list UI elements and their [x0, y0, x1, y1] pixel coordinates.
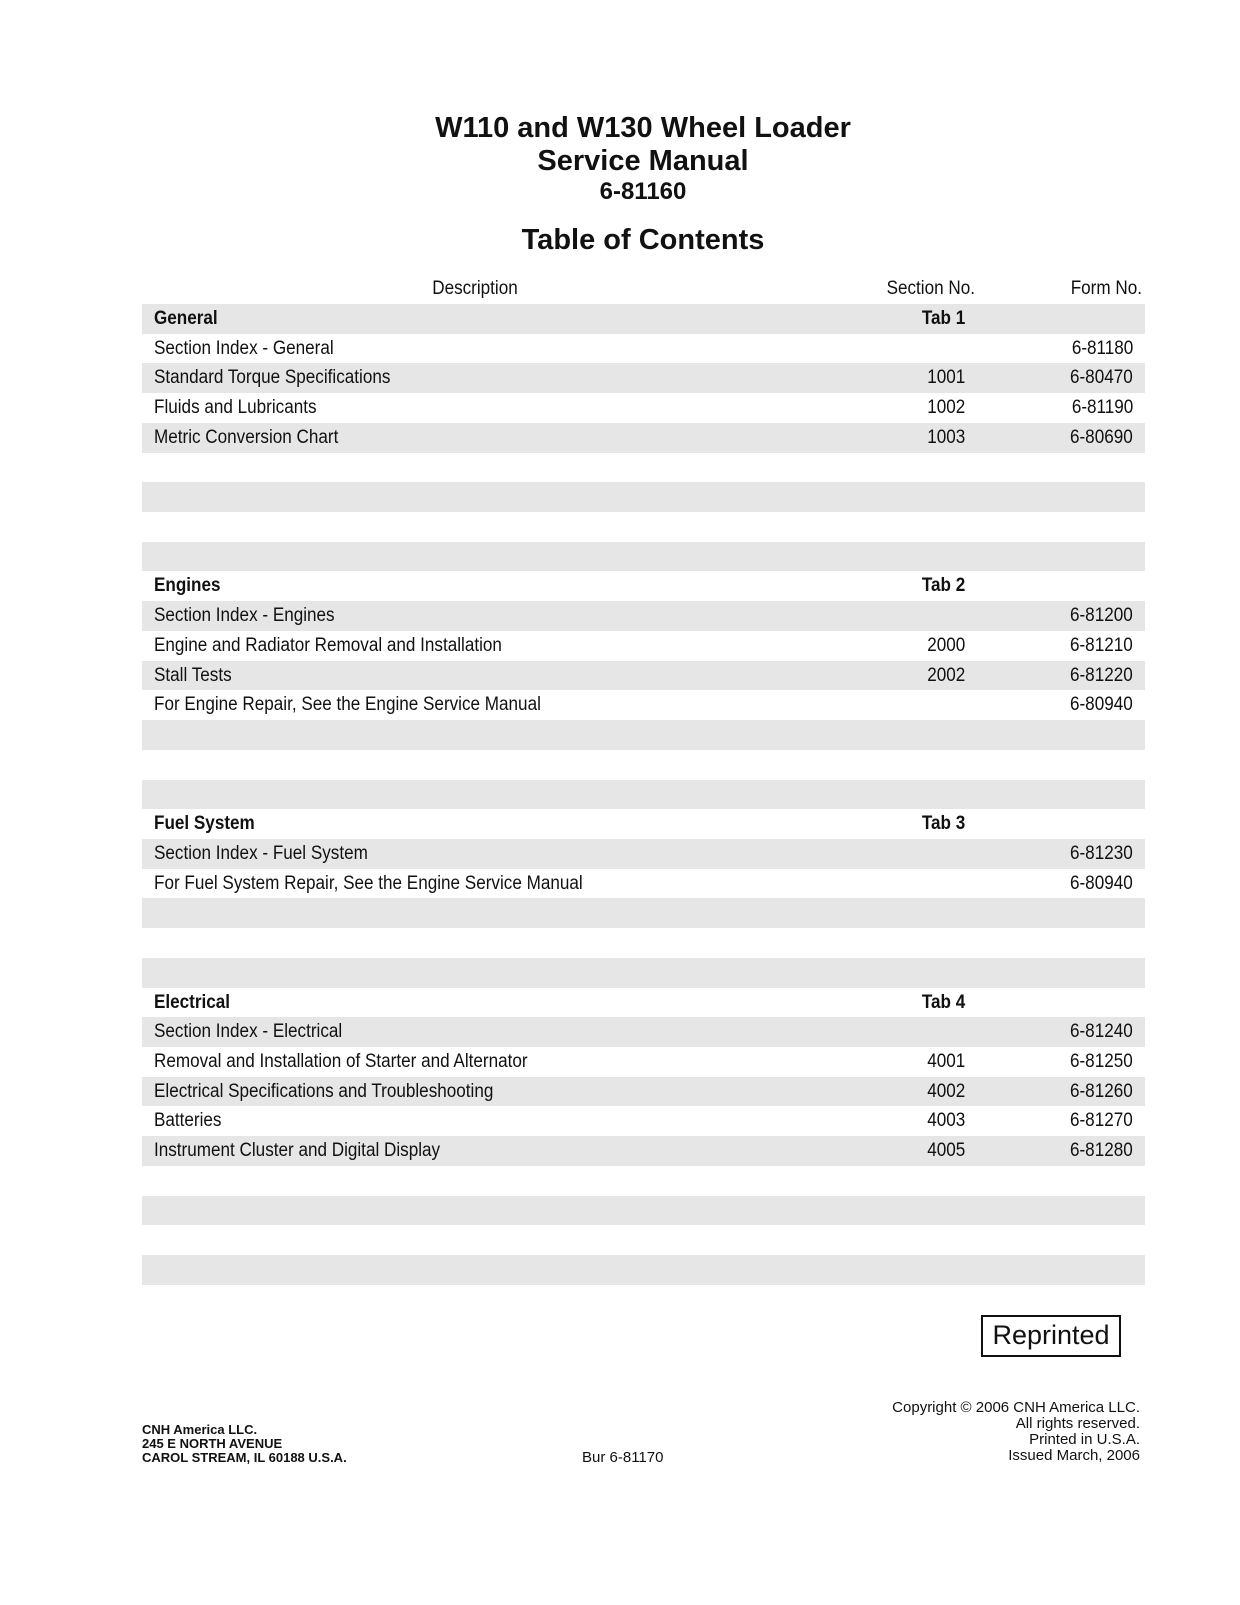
toc-row: [142, 928, 1145, 958]
toc-row: Electrical Specifications and Troublesho…: [142, 1076, 1145, 1107]
toc-description: Fluids and Lubricants: [154, 397, 317, 419]
toc-table: General Tab 1 Section Index - General 6-811…: [142, 304, 1145, 1285]
toc-row: Fluids and Lubricants 1002 6-81190: [142, 393, 1145, 423]
toc-row: [142, 1255, 1145, 1285]
toc-row: Batteries 4003 6-81270: [142, 1106, 1145, 1136]
company-address: CNH America LLC. 245 E NORTH AVENUE CARO…: [142, 1423, 347, 1465]
toc-section-no: 4002: [926, 1080, 965, 1102]
manual-form-number: 6-81160: [599, 178, 687, 205]
toc-section-no: 2000: [926, 634, 965, 656]
toc-section-no: 4003: [926, 1110, 965, 1132]
toc-row: [142, 720, 1145, 750]
toc-description: Section Index - General: [154, 337, 334, 359]
toc-description: Electrical Specifications and Troublesho…: [154, 1080, 494, 1102]
toc-form-no: 6-81270: [1070, 1110, 1133, 1132]
toc-row: Section Index - General 6-81180: [142, 334, 1145, 364]
toc-row: [142, 779, 1145, 810]
toc-section-header: Fuel System Tab 3: [142, 809, 1145, 839]
toc-row: For Engine Repair, See the Engine Servic…: [142, 690, 1145, 720]
toc-row: Stall Tests 2002 6-81220: [142, 660, 1145, 691]
copyright-line: Printed in U.S.A.: [1029, 1431, 1140, 1448]
toc-form-no: 6-81240: [1070, 1021, 1133, 1043]
toc-form-no: 6-81250: [1070, 1050, 1133, 1072]
toc-section-no: 4005: [926, 1140, 965, 1162]
toc-form-no: 6-81180: [1071, 337, 1133, 359]
column-header-form: Form No.: [1070, 278, 1142, 299]
toc-section-header: General Tab 1: [142, 304, 1145, 334]
toc-row: Section Index - Electrical 6-81240: [142, 1017, 1145, 1047]
toc-row: [142, 1225, 1145, 1255]
manual-subtitle: Service Manual: [537, 145, 749, 177]
toc-description: Batteries: [154, 1110, 222, 1132]
toc-description: Instrument Cluster and Digital Display: [154, 1140, 441, 1162]
toc-form-no: 6-81220: [1070, 664, 1133, 686]
toc-row: Metric Conversion Chart 1003 6-80690: [142, 422, 1145, 453]
toc-row: [142, 541, 1145, 572]
copyright-line: Issued March, 2006: [1008, 1447, 1140, 1464]
toc-description: Metric Conversion Chart: [154, 426, 339, 448]
toc-row: [142, 1166, 1145, 1196]
toc-description: Section Index - Fuel System: [154, 842, 368, 864]
toc-row: [142, 750, 1145, 780]
toc-row: Standard Torque Specifications 1001 6-8047…: [142, 363, 1145, 394]
toc-section-no: 1003: [926, 426, 965, 448]
toc-row: Section Index - Fuel System 6-81230: [142, 838, 1145, 869]
toc-description: Engines: [154, 575, 221, 597]
column-header-description: Description: [432, 278, 518, 299]
bur-number: Bur 6-81170: [582, 1449, 664, 1466]
toc-description: Electrical: [154, 991, 231, 1013]
toc-description: Removal and Installation of Starter and …: [154, 1050, 528, 1072]
toc-form-no: 6-81200: [1070, 605, 1133, 627]
toc-row: [142, 957, 1145, 988]
toc-form-no: 6-81210: [1070, 634, 1133, 656]
toc-section-no: Tab 3: [921, 813, 965, 835]
toc-row: [142, 453, 1145, 483]
column-header-section: Section No.: [886, 278, 975, 299]
copyright-line: All rights reserved.: [1015, 1415, 1140, 1432]
reprinted-stamp: Reprinted: [981, 1315, 1121, 1357]
toc-form-no: 6-81280: [1070, 1140, 1133, 1162]
toc-section-no: 2002: [926, 664, 965, 686]
toc-row: [142, 512, 1145, 542]
toc-row: Section Index - Engines 6-81200: [142, 601, 1145, 631]
toc-section-header: Engines Tab 2: [142, 571, 1145, 601]
toc-description: For Engine Repair, See the Engine Servic…: [154, 694, 541, 716]
toc-section-no: Tab 2: [921, 575, 965, 597]
address-line: CAROL STREAM, IL 60188 U.S.A.: [142, 1450, 347, 1465]
toc-section-no: Tab 4: [921, 991, 965, 1013]
toc-section-no: 1002: [926, 397, 965, 419]
toc-description: Stall Tests: [154, 664, 232, 686]
toc-description: For Fuel System Repair, See the Engine S…: [154, 872, 583, 894]
toc-form-no: 6-81260: [1070, 1080, 1133, 1102]
toc-section-no: Tab 1: [921, 308, 965, 329]
toc-description: Section Index - Engines: [154, 605, 335, 627]
toc-description: General: [154, 308, 218, 329]
toc-row: Instrument Cluster and Digital Display 40…: [142, 1136, 1145, 1166]
toc-heading: Table of Contents: [521, 224, 765, 256]
toc-form-no: 6-80690: [1070, 426, 1133, 448]
toc-form-no: 6-81230: [1070, 842, 1133, 864]
toc-form-no: 6-80470: [1070, 367, 1133, 389]
toc-description: Section Index - Electrical: [154, 1021, 343, 1043]
manual-title: W110 and W130 Wheel Loader: [435, 112, 851, 144]
toc-row: Engine and Radiator Removal and Installa…: [142, 631, 1145, 661]
toc-row: [142, 898, 1145, 929]
toc-section-no: 4001: [926, 1050, 965, 1072]
toc-description: Engine and Radiator Removal and Installa…: [154, 634, 502, 656]
toc-row: Removal and Installation of Starter and …: [142, 1047, 1145, 1077]
toc-form-no: 6-81190: [1071, 397, 1133, 419]
toc-section-no: 1001: [926, 367, 965, 389]
address-line: 245 E NORTH AVENUE: [142, 1436, 283, 1451]
toc-description: Fuel System: [154, 813, 255, 835]
toc-description: Standard Torque Specifications: [154, 367, 391, 389]
address-line: CNH America LLC.: [142, 1422, 258, 1437]
toc-form-no: 6-80940: [1070, 872, 1133, 894]
toc-row: [142, 482, 1145, 513]
toc-section-header: Electrical Tab 4: [142, 988, 1145, 1018]
copyright-block: Copyright © 2006 CNH America LLC. All ri…: [892, 1400, 1140, 1464]
toc-form-no: 6-80940: [1070, 694, 1133, 716]
toc-row: For Fuel System Repair, See the Engine S…: [142, 869, 1145, 899]
toc-row: [142, 1195, 1145, 1226]
copyright-line: Copyright © 2006 CNH America LLC.: [892, 1399, 1140, 1416]
